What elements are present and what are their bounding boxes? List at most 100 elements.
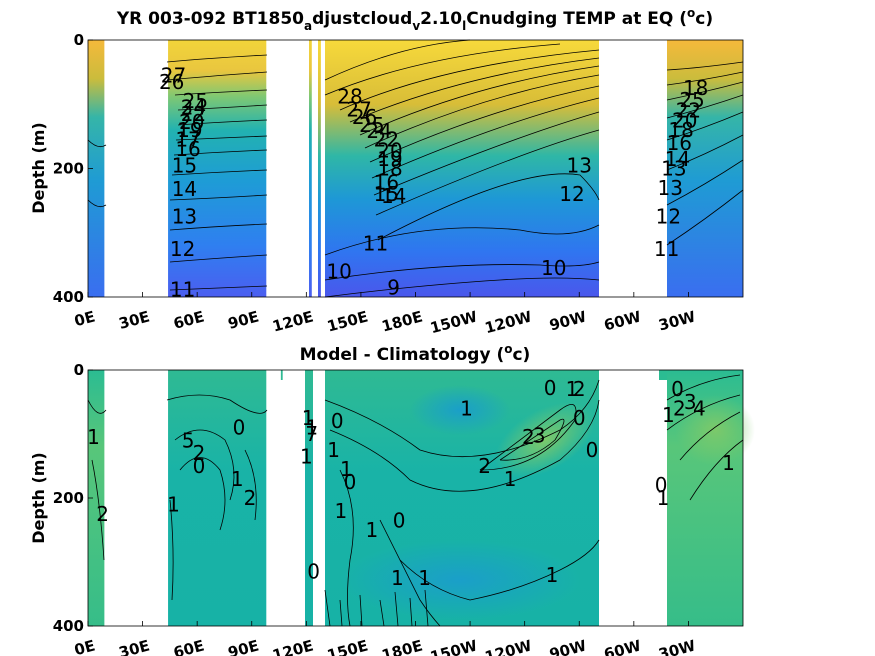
contour-label: 2 <box>522 425 535 449</box>
x-tick-label: 90W <box>547 307 588 334</box>
anomaly-y-ticks: 0 200 400 <box>53 361 93 635</box>
x-tick-label: 60E <box>171 307 206 332</box>
x-tick-label: 120E <box>271 307 316 335</box>
contour-label: 19 <box>377 147 402 171</box>
contour-label: 9 <box>387 275 400 299</box>
anomaly-land-mask <box>104 370 169 626</box>
contour-label: 15 <box>172 153 197 177</box>
contour-label: 12 <box>559 182 584 206</box>
contour-label: 0 <box>344 470 357 494</box>
contour-label: 0 <box>671 377 684 401</box>
x-tick-label: 90E <box>226 636 261 656</box>
contour-label: 1 <box>305 416 318 440</box>
contour-label: 27 <box>346 97 371 121</box>
contour-label: 1 <box>327 438 340 462</box>
contour-label: 1 <box>657 486 670 510</box>
contour-label: 0 <box>307 560 320 584</box>
contour-label: 0 <box>586 438 599 462</box>
contour-label: 25 <box>679 88 704 112</box>
y-tick-label: 0 <box>74 31 84 49</box>
contour-label: 3 <box>533 423 546 447</box>
temp-land-mask <box>311 40 318 297</box>
contour-label: 22 <box>181 102 206 126</box>
x-tick-label: 30E <box>117 307 152 332</box>
contour-label: 22 <box>676 99 701 123</box>
contour-label: 0 <box>331 409 344 433</box>
x-tick-label: 150E <box>325 307 370 335</box>
contour-label: 14 <box>381 184 406 208</box>
contour-label: 22 <box>374 128 399 152</box>
x-tick-label: 120W <box>483 307 534 337</box>
contour-label: 0 <box>655 473 668 497</box>
x-tick-label: 30W <box>657 307 698 334</box>
contour-label: 12 <box>170 237 195 261</box>
x-tick-label: 150W <box>428 307 479 337</box>
y-tick-label: 0 <box>74 361 84 379</box>
temp-contours <box>87 39 744 298</box>
contour-label: 4 <box>693 396 706 420</box>
contour-label: 12 <box>656 205 681 229</box>
contour-label: 17 <box>175 128 200 152</box>
contour-label: 11 <box>363 232 388 256</box>
temp-y-axis-label: Depth (m) <box>29 122 48 214</box>
contour-label: 26 <box>352 105 377 129</box>
contour-label: 1 <box>365 518 378 542</box>
contour-label: 2 <box>244 486 257 510</box>
contour-label: 1 <box>546 563 559 587</box>
contour-label: 19 <box>177 118 202 142</box>
contour-label: 3 <box>684 390 697 414</box>
contour-label: 1 <box>87 425 100 449</box>
temp-land-mask <box>104 40 169 297</box>
contour-label: 24 <box>366 119 391 143</box>
contour-label: 0 <box>393 508 406 532</box>
contour-label: 13 <box>567 153 592 177</box>
contour-label: 2 <box>573 377 586 401</box>
x-tick-label: 90E <box>226 307 261 332</box>
contour-label: 20 <box>672 108 697 132</box>
temp-panel: YR 003-092 BT1850adjustcloudv2.10lCnudgi… <box>29 6 744 337</box>
contour-label: 28 <box>337 85 362 109</box>
contour-label: 18 <box>377 157 402 181</box>
contour-label: 1 <box>167 492 180 516</box>
contour-label: 1 <box>302 406 315 430</box>
contour-label: 20 <box>179 110 204 134</box>
temp-field <box>88 40 743 297</box>
contour-label: 11 <box>654 237 679 261</box>
contour-label: 0 <box>233 416 246 440</box>
contour-label: 13 <box>657 176 682 200</box>
anomaly-land-mask <box>266 370 281 626</box>
x-tick-label: 180E <box>380 307 425 335</box>
contour-label: 18 <box>668 118 693 142</box>
contour-label: 10 <box>541 256 566 280</box>
contour-label: 1 <box>300 444 313 468</box>
x-tick-label: 60E <box>171 636 206 656</box>
contour-label: 20 <box>377 139 402 163</box>
contour-label: 14 <box>665 147 690 171</box>
contour-label: 13 <box>661 157 686 181</box>
contour-label: 24 <box>181 95 206 119</box>
temp-contour-labels: 2726252422201917161514131211282726252422… <box>159 63 708 301</box>
temp-panel-title: YR 003-092 BT1850adjustcloudv2.10lCnudgi… <box>116 6 713 33</box>
contour-label: 1 <box>335 499 348 523</box>
contour-label: 11 <box>170 277 195 301</box>
contour-label: 1 <box>391 566 404 590</box>
contour-label: 14 <box>172 177 197 201</box>
anomaly-panel: Model - Climatology (oc) <box>29 342 755 656</box>
contour-label: 16 <box>374 171 399 195</box>
contour-label: 0 <box>193 454 206 478</box>
x-tick-label: 60W <box>602 636 643 656</box>
contour-label: 1 <box>340 457 353 481</box>
contour-label: 25 <box>183 89 208 113</box>
x-tick-label: 30W <box>657 636 698 656</box>
contour-label: 27 <box>161 63 186 87</box>
contour-label: 16 <box>175 137 200 161</box>
contour-label: 1 <box>460 396 473 420</box>
contour-label: 2 <box>673 396 686 420</box>
contour-label: 1 <box>662 403 675 427</box>
contour-label: 15 <box>374 182 399 206</box>
x-tick-label: 0E <box>72 636 97 656</box>
contour-label: 1 <box>566 377 579 401</box>
contour-label: 2 <box>193 441 206 465</box>
